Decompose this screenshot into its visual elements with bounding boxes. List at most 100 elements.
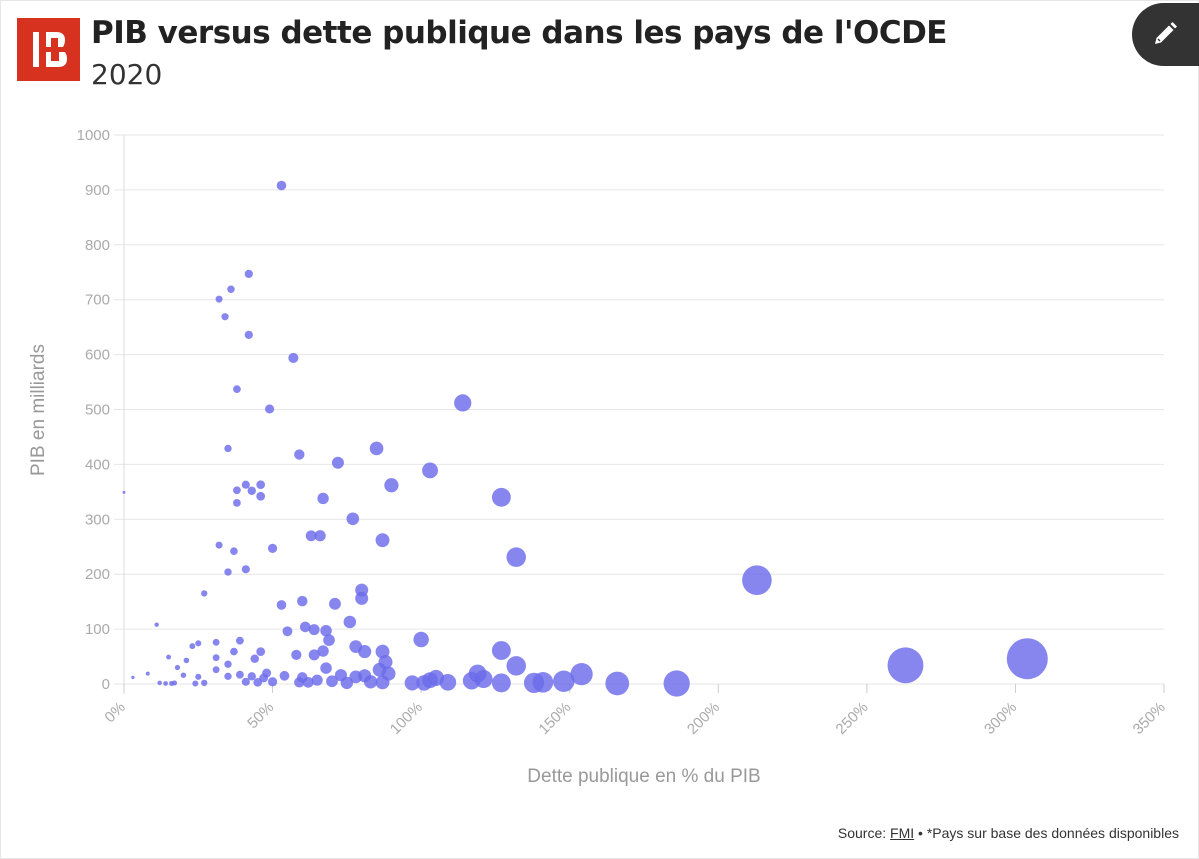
data-point[interactable] — [241, 565, 250, 574]
data-point[interactable] — [230, 547, 238, 555]
data-point[interactable] — [230, 647, 238, 656]
data-point[interactable] — [570, 662, 593, 686]
data-point[interactable] — [422, 462, 438, 479]
data-point[interactable] — [247, 672, 256, 681]
data-point[interactable] — [276, 180, 287, 191]
data-point[interactable] — [195, 640, 202, 647]
data-point[interactable] — [491, 673, 511, 693]
data-point[interactable] — [317, 645, 329, 657]
data-point[interactable] — [227, 285, 235, 294]
source-link[interactable]: FMI — [890, 825, 915, 841]
data-point[interactable] — [358, 645, 372, 659]
data-point[interactable] — [1006, 638, 1048, 680]
data-point[interactable] — [363, 675, 378, 689]
data-point[interactable] — [174, 664, 181, 671]
data-point[interactable] — [308, 649, 320, 661]
data-point[interactable] — [282, 626, 293, 637]
data-point[interactable] — [212, 654, 220, 662]
data-point[interactable] — [454, 394, 472, 412]
data-point[interactable] — [195, 673, 202, 680]
data-point[interactable] — [553, 670, 575, 693]
data-point[interactable] — [171, 680, 178, 686]
data-point[interactable] — [742, 565, 772, 596]
data-point[interactable] — [320, 662, 332, 674]
data-point[interactable] — [265, 404, 275, 414]
data-point[interactable] — [314, 530, 326, 542]
data-point[interactable] — [378, 655, 393, 670]
data-point[interactable] — [343, 615, 357, 629]
data-point[interactable] — [384, 478, 399, 493]
data-point[interactable] — [369, 441, 384, 456]
data-point[interactable] — [224, 568, 232, 576]
data-point[interactable] — [262, 668, 272, 678]
data-point[interactable] — [233, 385, 241, 394]
data-point[interactable] — [297, 595, 308, 607]
data-point[interactable] — [299, 621, 311, 633]
data-point[interactable] — [131, 675, 135, 680]
data-point[interactable] — [122, 490, 126, 494]
data-point[interactable] — [491, 487, 511, 507]
data-point[interactable] — [163, 681, 168, 686]
data-point[interactable] — [247, 486, 256, 495]
data-point[interactable] — [311, 674, 323, 686]
data-point[interactable] — [233, 486, 241, 495]
data-point[interactable] — [346, 512, 360, 526]
data-point[interactable] — [474, 669, 493, 689]
data-point[interactable] — [329, 597, 341, 610]
data-point[interactable] — [212, 638, 220, 646]
data-point[interactable] — [256, 491, 266, 501]
data-point[interactable] — [157, 680, 162, 686]
data-point[interactable] — [288, 352, 299, 363]
data-point[interactable] — [506, 547, 526, 567]
data-point[interactable] — [320, 624, 332, 637]
data-point[interactable] — [224, 444, 232, 453]
data-point[interactable] — [145, 671, 150, 676]
data-point[interactable] — [244, 269, 253, 279]
data-point[interactable] — [279, 670, 290, 681]
data-point[interactable] — [183, 657, 190, 664]
data-point[interactable] — [215, 541, 223, 549]
data-point[interactable] — [506, 656, 526, 676]
edit-button[interactable] — [1132, 3, 1199, 66]
data-point[interactable] — [201, 679, 208, 687]
data-point[interactable] — [404, 675, 420, 691]
data-point[interactable] — [233, 498, 241, 507]
data-point[interactable] — [291, 649, 302, 661]
data-point[interactable] — [241, 677, 250, 686]
data-point[interactable] — [276, 600, 287, 610]
data-point[interactable] — [302, 676, 314, 688]
data-point[interactable] — [250, 654, 259, 663]
data-point[interactable] — [215, 295, 223, 303]
data-point[interactable] — [663, 670, 690, 697]
data-point[interactable] — [413, 631, 429, 648]
data-point[interactable] — [887, 647, 924, 684]
data-point[interactable] — [244, 330, 253, 339]
data-point[interactable] — [212, 666, 220, 674]
data-point[interactable] — [331, 456, 344, 469]
data-point[interactable] — [189, 643, 196, 650]
data-point[interactable] — [192, 680, 199, 687]
data-point[interactable] — [317, 492, 329, 505]
data-point[interactable] — [241, 480, 250, 489]
data-point[interactable] — [224, 672, 232, 681]
data-point[interactable] — [308, 624, 320, 636]
data-point[interactable] — [375, 533, 390, 548]
data-point[interactable] — [267, 543, 278, 554]
data-point[interactable] — [224, 660, 232, 668]
data-point[interactable] — [201, 590, 208, 597]
data-point[interactable] — [355, 591, 369, 605]
data-point[interactable] — [305, 530, 317, 542]
data-point[interactable] — [235, 670, 244, 679]
data-point[interactable] — [439, 674, 457, 691]
data-point[interactable] — [235, 636, 244, 645]
data-point[interactable] — [180, 672, 187, 678]
data-point[interactable] — [221, 313, 229, 321]
data-point[interactable] — [381, 666, 396, 681]
data-point[interactable] — [166, 654, 172, 660]
data-point[interactable] — [491, 641, 511, 660]
data-point[interactable] — [326, 675, 338, 688]
data-point[interactable] — [256, 647, 266, 656]
data-point[interactable] — [256, 480, 266, 490]
data-point[interactable] — [154, 622, 159, 627]
data-point[interactable] — [294, 449, 305, 460]
